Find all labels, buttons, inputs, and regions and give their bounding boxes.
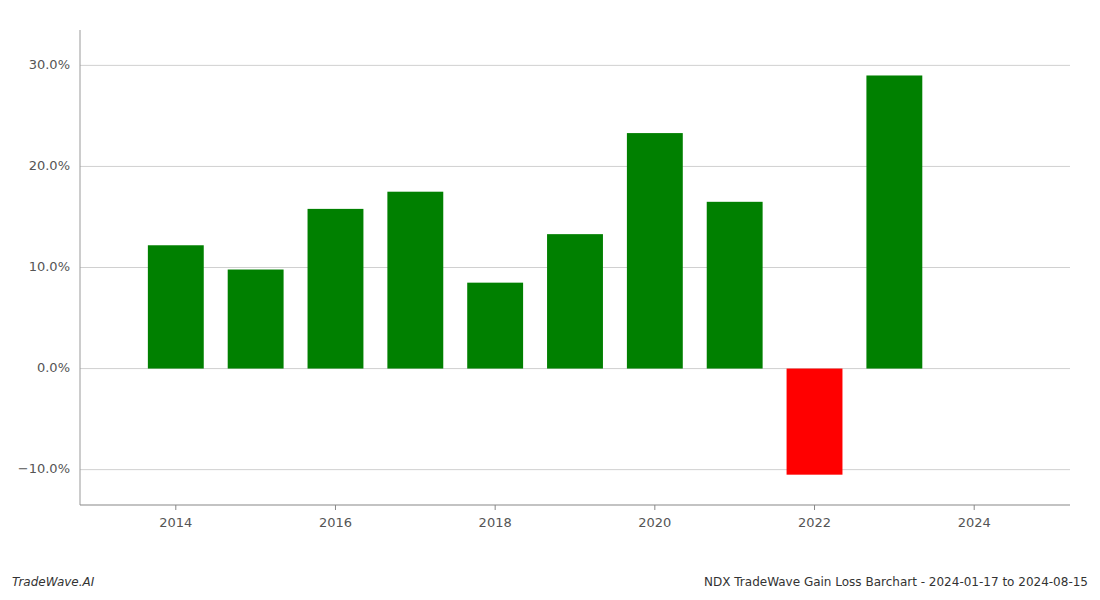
y-axis-line xyxy=(80,30,81,505)
footer-right: NDX TradeWave Gain Loss Barchart - 2024-… xyxy=(704,575,1088,589)
chart: −10.0% 0.0% 10.0% 20.0% 30.0% 2014 2016 2018 202… xyxy=(0,0,1100,600)
x-tick-label: 2022 xyxy=(798,515,831,530)
y-tick-label: 20.0% xyxy=(29,158,70,173)
x-tick xyxy=(654,505,655,510)
x-axis-line xyxy=(80,504,1070,505)
x-tick-label: 2018 xyxy=(479,515,512,530)
bar xyxy=(627,133,683,368)
y-tick-label: 30.0% xyxy=(29,57,70,72)
x-tick-label: 2016 xyxy=(319,515,352,530)
bar xyxy=(148,245,204,368)
x-tick xyxy=(814,505,815,510)
y-tick-label: 10.0% xyxy=(29,259,70,274)
x-axis: 2014 2016 2018 2020 2022 2024 xyxy=(80,505,1070,530)
y-tick-label: 0.0% xyxy=(37,360,70,375)
bar xyxy=(467,283,523,369)
x-tick-label: 2024 xyxy=(958,515,991,530)
bar xyxy=(866,75,922,368)
grid-line xyxy=(80,65,1070,66)
y-axis: −10.0% 0.0% 10.0% 20.0% 30.0% xyxy=(18,30,80,505)
bar xyxy=(308,209,364,369)
background xyxy=(0,0,1100,600)
x-tick xyxy=(335,505,336,510)
x-tick-label: 2014 xyxy=(159,515,192,530)
footer-left: TradeWave.AI xyxy=(12,575,95,589)
grid xyxy=(80,65,1070,469)
grid-line xyxy=(80,469,1070,470)
x-tick xyxy=(495,505,496,510)
bar xyxy=(387,192,443,369)
x-tick xyxy=(175,505,176,510)
bars xyxy=(148,75,922,474)
bar xyxy=(547,234,603,368)
x-tick-label: 2020 xyxy=(638,515,671,530)
bar xyxy=(707,202,763,369)
bar xyxy=(228,270,284,369)
y-tick-label: −10.0% xyxy=(18,461,70,476)
bar xyxy=(787,369,843,475)
x-tick xyxy=(974,505,975,510)
